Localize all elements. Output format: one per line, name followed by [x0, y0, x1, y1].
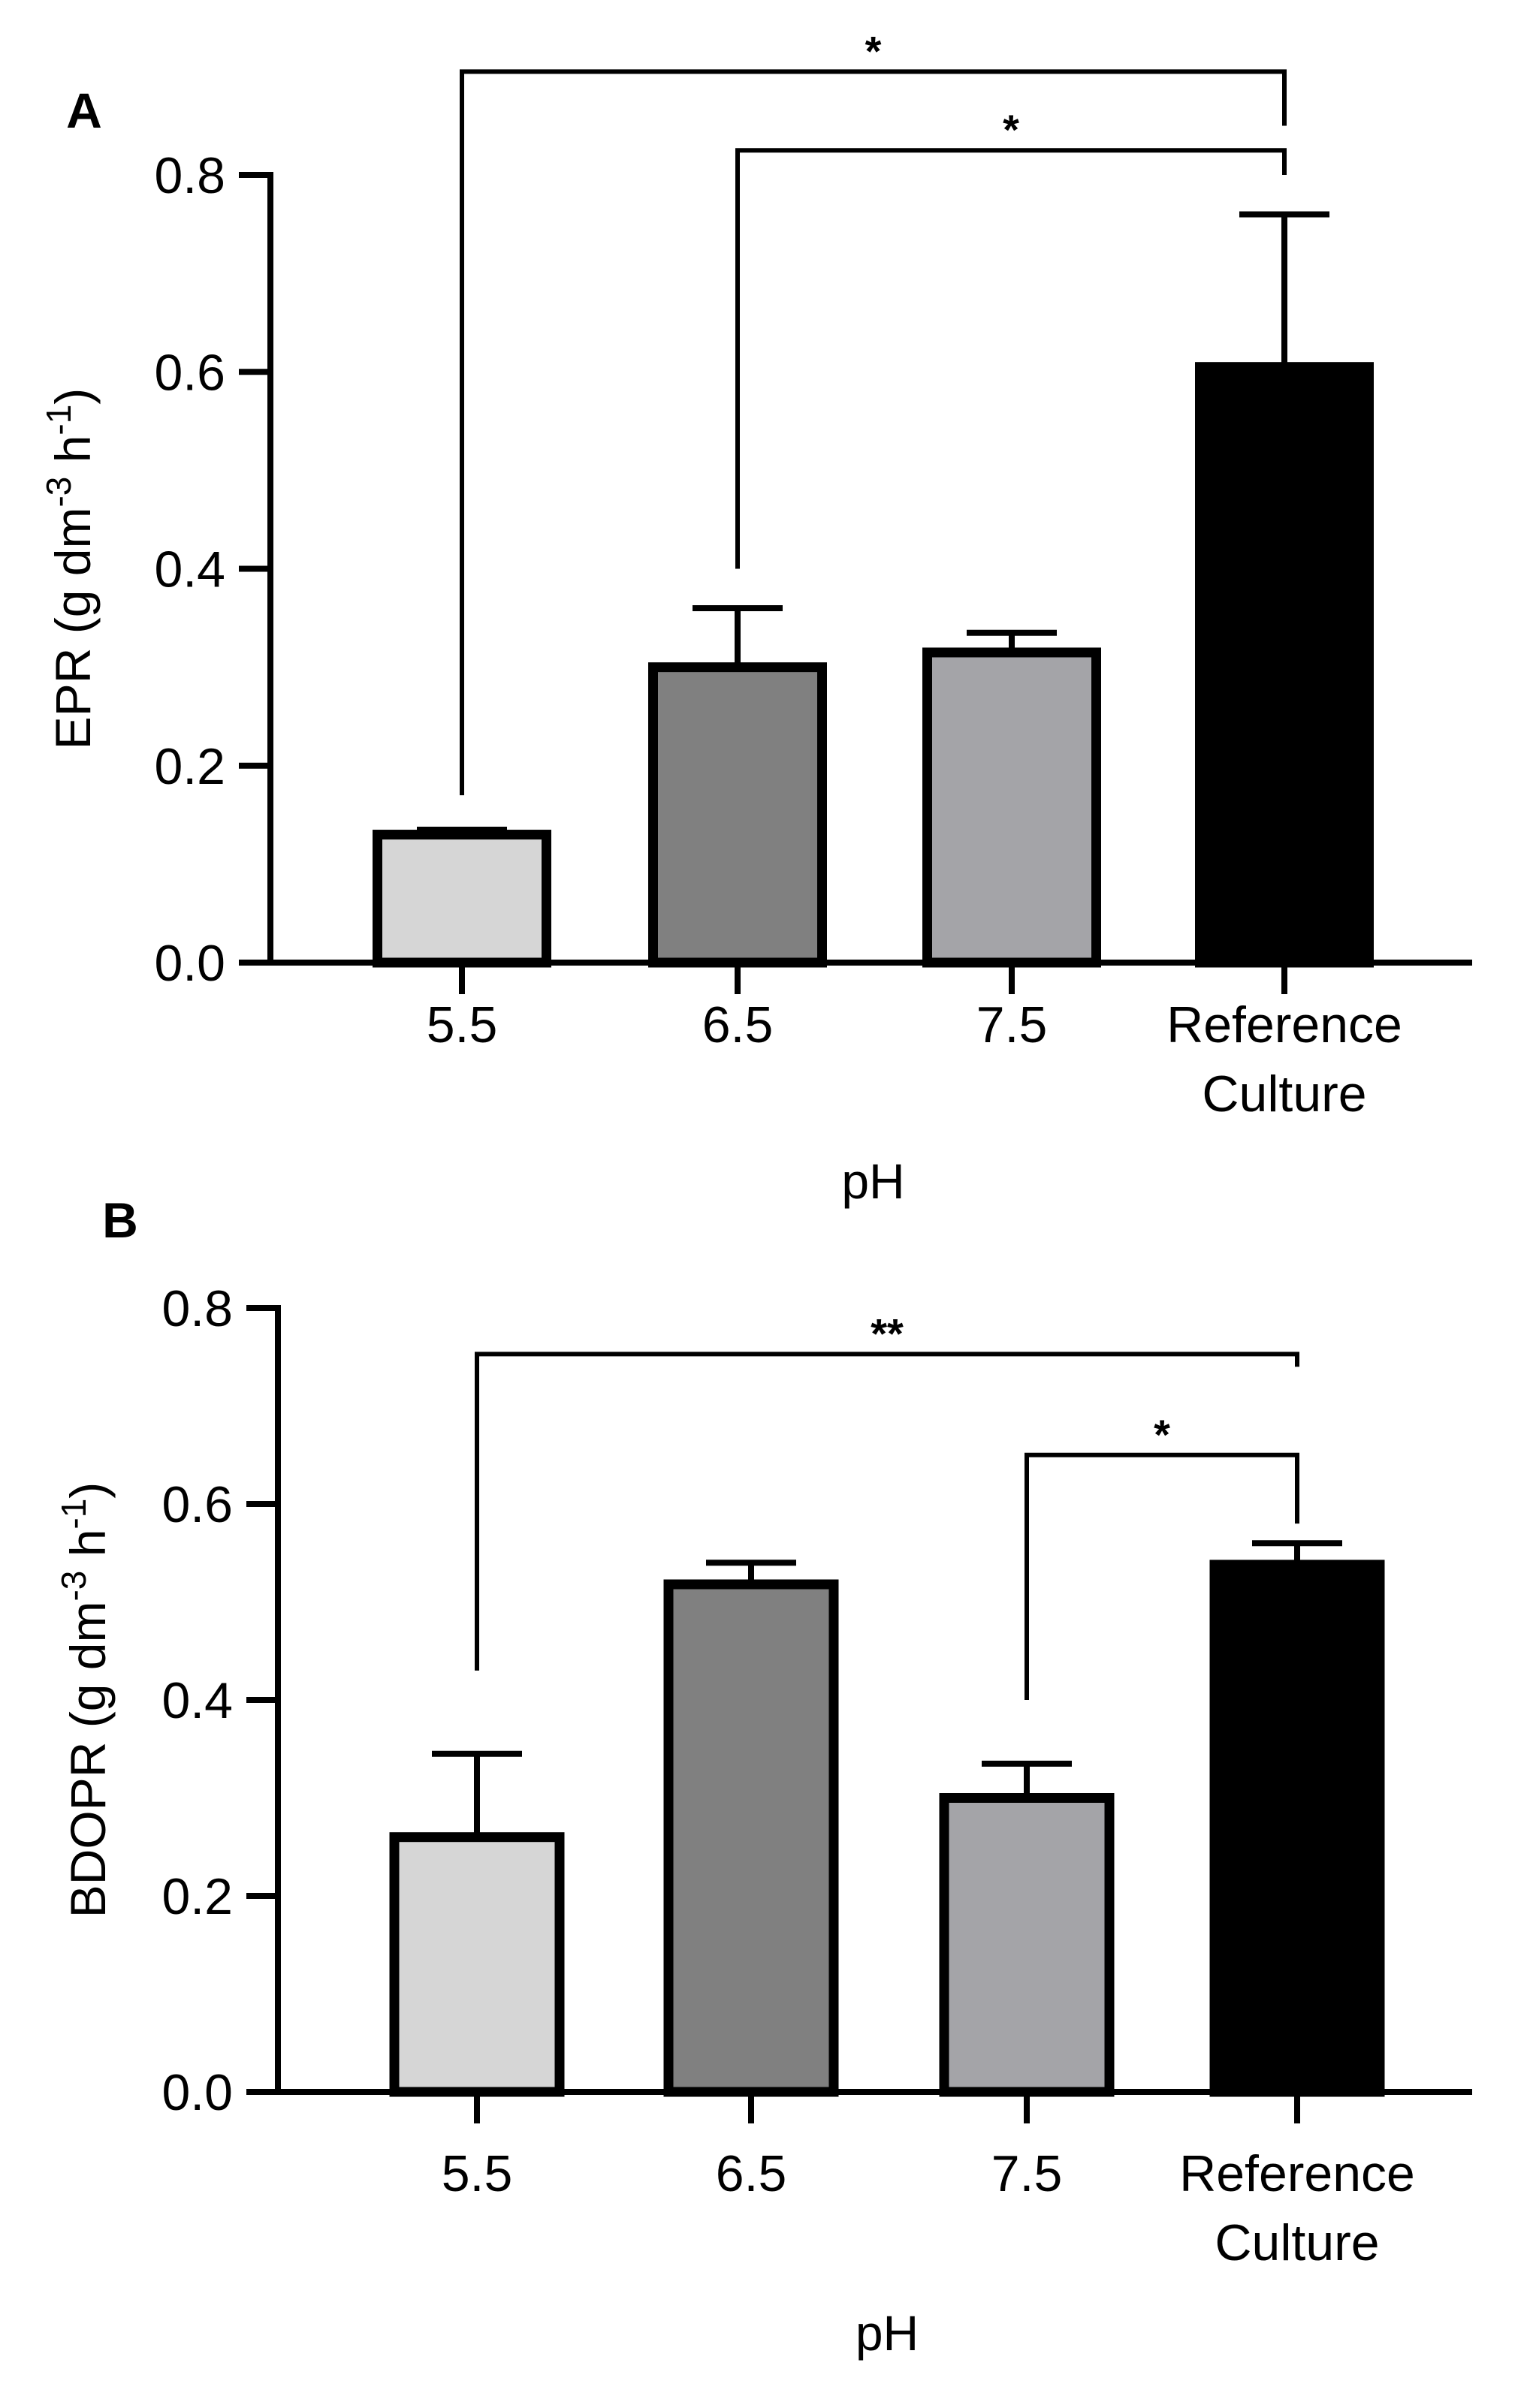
y-axis-title-part: BDOPR (g dm: [60, 1602, 116, 1918]
x-tick-label: Reference: [1179, 2145, 1415, 2202]
y-axis-title-part: h: [60, 1529, 116, 1571]
y-axis-title-superscript: -3: [39, 477, 78, 508]
y-tick-label: 0.4: [161, 1672, 233, 1729]
y-axis-title-part: h: [45, 435, 101, 477]
y-tick-label: 0.0: [154, 935, 225, 992]
y-tick-label: 0.6: [154, 344, 225, 401]
y-axis-title-part: ): [60, 1482, 116, 1499]
significance-bracket-0: [475, 1352, 1299, 1671]
y-tick-label: 0.8: [154, 147, 225, 204]
significance-label-1: *: [1154, 1411, 1170, 1458]
panel-a: A 0.0 0.2 0.4 0.6 0.8 5.5 6.5 7.5 Reference Cultur…: [39, 27, 1472, 1209]
significance-label-0: *: [865, 27, 882, 74]
bar-2: [939, 1793, 1115, 2097]
significance-bracket-1: [1025, 1452, 1299, 1700]
y-tick-label: 0.8: [161, 1280, 233, 1337]
panel-letter: A: [66, 83, 102, 138]
y-tick-label: 0.2: [154, 738, 225, 795]
y-axis-title-part: EPR (g dm: [45, 508, 101, 750]
x-tick-label: 5.5: [427, 996, 498, 1053]
significance-label-1: *: [1003, 106, 1019, 153]
bar-1: [663, 1579, 839, 2097]
bar-2: [922, 647, 1101, 968]
bar-0: [389, 1832, 565, 2097]
x-axis-title: pH: [856, 2305, 919, 2361]
x-tick-label: Culture: [1215, 2214, 1379, 2271]
y-axis-title-superscript: -1: [54, 1499, 93, 1529]
y-tick-label: 0.2: [161, 1868, 233, 1925]
bar-3: [1209, 1560, 1385, 2097]
significance-bracket-1: [735, 148, 1287, 569]
panel-b: B 0.0 0.2 0.4 0.6 0.8 5.5 6.5 7.5 Reference Cultur…: [54, 1192, 1472, 2361]
x-tick-label: 6.5: [702, 996, 774, 1053]
y-axis-title-superscript: -3: [54, 1571, 93, 1602]
x-tick-label: Reference: [1166, 996, 1402, 1053]
y-tick-label: 0.4: [154, 541, 225, 598]
bar-1: [648, 662, 827, 968]
y-axis-title-superscript: -1: [39, 405, 78, 435]
bar-0: [373, 830, 551, 968]
y-tick-label: 0.6: [161, 1476, 233, 1533]
x-tick-label: 7.5: [976, 996, 1048, 1053]
significance-label-0: **: [871, 1309, 904, 1357]
panel-letter: B: [102, 1192, 138, 1248]
y-axis-title-part: ): [45, 388, 101, 405]
bar-3: [1195, 362, 1374, 968]
x-tick-label: 6.5: [716, 2145, 787, 2202]
x-tick-label: 5.5: [442, 2145, 513, 2202]
significance-bracket-0: [460, 69, 1287, 796]
x-tick-label: 7.5: [991, 2145, 1063, 2202]
y-axis-title: EPR (g dm-3 h-1): [39, 388, 101, 750]
x-axis-title: pH: [841, 1153, 904, 1209]
y-axis-title: BDOPR (g dm-3 h-1): [54, 1482, 116, 1918]
x-tick-label: Culture: [1202, 1065, 1366, 1123]
y-tick-label: 0.0: [161, 2064, 233, 2121]
